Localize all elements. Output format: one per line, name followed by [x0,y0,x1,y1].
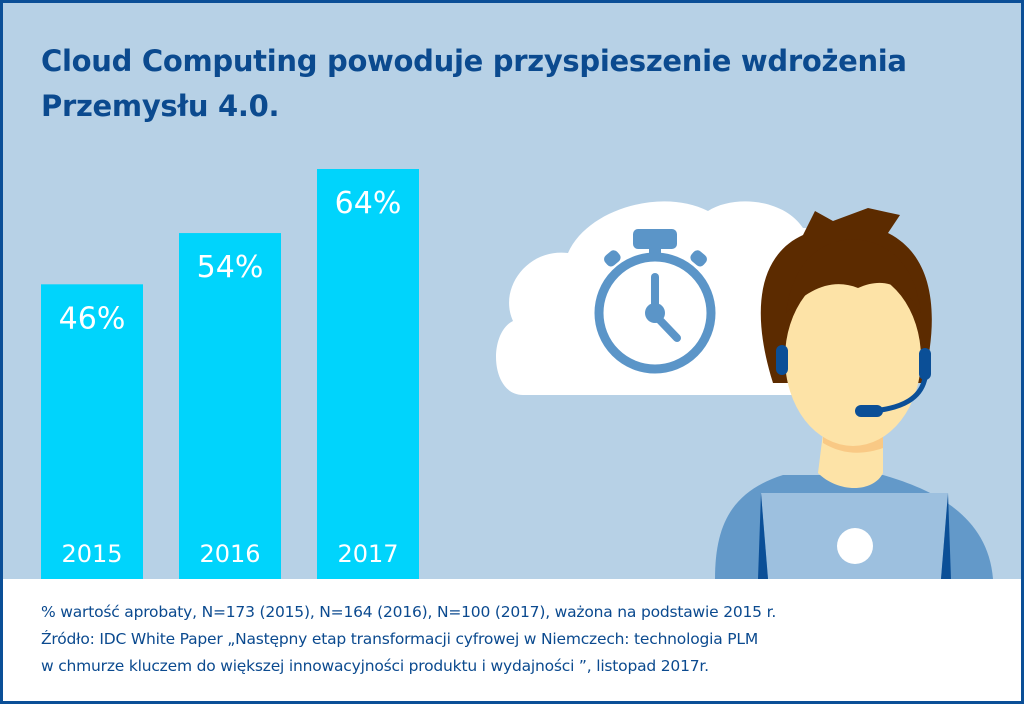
value-label-2015: 46% [59,301,126,336]
footer-notes: % wartość aprobaty, N=173 (2015), N=164 … [3,579,1021,701]
category-label-2017: 2017 [337,540,398,568]
source-note: % wartość aprobaty, N=173 (2015), N=164 … [41,599,776,680]
category-label-2016: 2016 [199,540,260,568]
bar-chart: 46% 2015 54% 2016 64% 2017 [41,169,419,579]
page-title: Cloud Computing powoduje przyspieszenie … [41,39,981,129]
cloud-icon [496,201,847,395]
footnote-source-line-1: Źródło: IDC White Paper „Następny etap t… [41,630,759,648]
laptop-icon [758,493,951,579]
bar-2017 [317,169,419,579]
category-label-2015: 2015 [61,540,122,568]
value-label-2016: 54% [197,250,264,285]
bar-2016 [179,233,281,579]
footnote-sample-sizes: % wartość aprobaty, N=173 (2015), N=164 … [41,603,777,621]
bar-2015 [41,284,143,579]
title-line-1: Cloud Computing powoduje przyspieszenie … [41,44,907,78]
illustration [496,201,993,579]
value-label-2017: 64% [335,186,402,221]
title-line-2: Przemysłu 4.0. [41,89,280,123]
stopwatch-icon [594,229,716,374]
support-agent-with-headset-icon [715,208,993,579]
footnote-source-line-2: w chmurze kluczem do większej innowacyjn… [41,657,709,675]
